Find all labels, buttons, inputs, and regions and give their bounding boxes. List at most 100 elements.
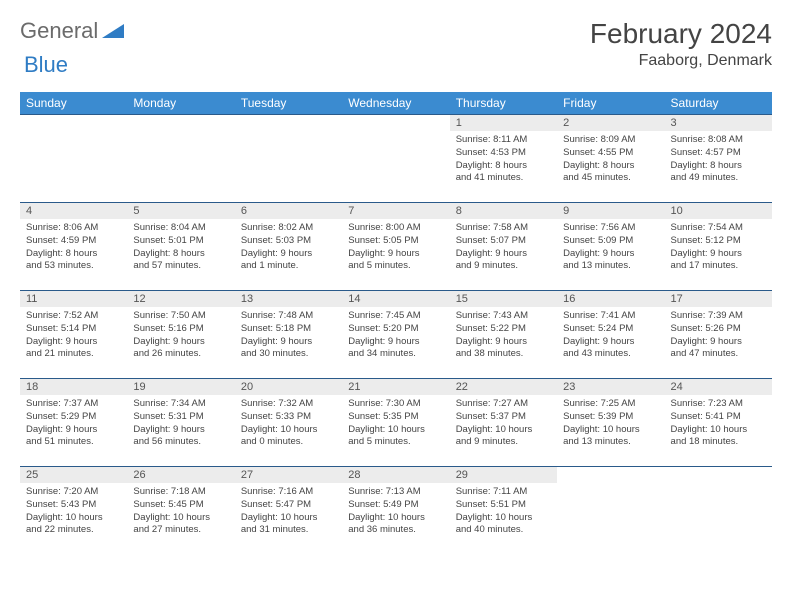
sunrise-text: Sunrise: 7:16 AM — [241, 486, 336, 499]
calendar-cell: 29Sunrise: 7:11 AMSunset: 5:51 PMDayligh… — [450, 467, 557, 555]
day-header: Friday — [557, 92, 664, 115]
calendar-cell: 21Sunrise: 7:30 AMSunset: 5:35 PMDayligh… — [342, 379, 449, 467]
daylight-text-1: Daylight: 8 hours — [133, 248, 228, 261]
daylight-text-1: Daylight: 10 hours — [348, 424, 443, 437]
daylight-text-1: Daylight: 10 hours — [563, 424, 658, 437]
calendar-cell: 13Sunrise: 7:48 AMSunset: 5:18 PMDayligh… — [235, 291, 342, 379]
calendar-cell: 11Sunrise: 7:52 AMSunset: 5:14 PMDayligh… — [20, 291, 127, 379]
day-number: 5 — [127, 203, 234, 219]
daylight-text-2: and 51 minutes. — [26, 436, 121, 449]
daylight-text-1: Daylight: 9 hours — [671, 336, 766, 349]
calendar-cell: 5Sunrise: 8:04 AMSunset: 5:01 PMDaylight… — [127, 203, 234, 291]
day-number: 9 — [557, 203, 664, 219]
daylight-text-2: and 9 minutes. — [456, 436, 551, 449]
calendar-cell — [235, 115, 342, 203]
sunrise-text: Sunrise: 7:30 AM — [348, 398, 443, 411]
day-details: Sunrise: 7:58 AMSunset: 5:07 PMDaylight:… — [450, 219, 557, 277]
calendar-cell — [127, 115, 234, 203]
day-number: 15 — [450, 291, 557, 307]
day-number: 28 — [342, 467, 449, 483]
day-details: Sunrise: 7:37 AMSunset: 5:29 PMDaylight:… — [20, 395, 127, 453]
day-details: Sunrise: 7:34 AMSunset: 5:31 PMDaylight:… — [127, 395, 234, 453]
daylight-text-2: and 26 minutes. — [133, 348, 228, 361]
sunset-text: Sunset: 5:49 PM — [348, 499, 443, 512]
sunset-text: Sunset: 5:37 PM — [456, 411, 551, 424]
day-number: 26 — [127, 467, 234, 483]
day-number: 22 — [450, 379, 557, 395]
calendar-cell: 18Sunrise: 7:37 AMSunset: 5:29 PMDayligh… — [20, 379, 127, 467]
daylight-text-1: Daylight: 9 hours — [241, 248, 336, 261]
daylight-text-1: Daylight: 10 hours — [241, 512, 336, 525]
daylight-text-1: Daylight: 9 hours — [563, 336, 658, 349]
sunset-text: Sunset: 5:01 PM — [133, 235, 228, 248]
sunrise-text: Sunrise: 7:43 AM — [456, 310, 551, 323]
daylight-text-1: Daylight: 8 hours — [563, 160, 658, 173]
day-details: Sunrise: 7:56 AMSunset: 5:09 PMDaylight:… — [557, 219, 664, 277]
sunrise-text: Sunrise: 7:25 AM — [563, 398, 658, 411]
daylight-text-2: and 21 minutes. — [26, 348, 121, 361]
sunrise-text: Sunrise: 8:02 AM — [241, 222, 336, 235]
daylight-text-1: Daylight: 9 hours — [456, 248, 551, 261]
daylight-text-1: Daylight: 9 hours — [563, 248, 658, 261]
calendar-cell: 15Sunrise: 7:43 AMSunset: 5:22 PMDayligh… — [450, 291, 557, 379]
daylight-text-2: and 22 minutes. — [26, 524, 121, 537]
brand-logo: General — [20, 18, 126, 44]
day-number: 23 — [557, 379, 664, 395]
sunset-text: Sunset: 5:14 PM — [26, 323, 121, 336]
calendar-week-row: 25Sunrise: 7:20 AMSunset: 5:43 PMDayligh… — [20, 467, 772, 555]
sunset-text: Sunset: 5:45 PM — [133, 499, 228, 512]
day-number: 3 — [665, 115, 772, 131]
calendar-cell: 26Sunrise: 7:18 AMSunset: 5:45 PMDayligh… — [127, 467, 234, 555]
sunset-text: Sunset: 4:57 PM — [671, 147, 766, 160]
daylight-text-1: Daylight: 9 hours — [26, 336, 121, 349]
sunrise-text: Sunrise: 7:41 AM — [563, 310, 658, 323]
day-number: 18 — [20, 379, 127, 395]
daylight-text-1: Daylight: 9 hours — [133, 336, 228, 349]
day-number: 6 — [235, 203, 342, 219]
day-details: Sunrise: 8:02 AMSunset: 5:03 PMDaylight:… — [235, 219, 342, 277]
calendar-week-row: 1Sunrise: 8:11 AMSunset: 4:53 PMDaylight… — [20, 115, 772, 203]
day-number: 25 — [20, 467, 127, 483]
sunset-text: Sunset: 5:43 PM — [26, 499, 121, 512]
day-details: Sunrise: 7:20 AMSunset: 5:43 PMDaylight:… — [20, 483, 127, 541]
day-details: Sunrise: 7:25 AMSunset: 5:39 PMDaylight:… — [557, 395, 664, 453]
day-details: Sunrise: 7:39 AMSunset: 5:26 PMDaylight:… — [665, 307, 772, 365]
day-details: Sunrise: 7:52 AMSunset: 5:14 PMDaylight:… — [20, 307, 127, 365]
day-details: Sunrise: 8:00 AMSunset: 5:05 PMDaylight:… — [342, 219, 449, 277]
day-details: Sunrise: 7:27 AMSunset: 5:37 PMDaylight:… — [450, 395, 557, 453]
daylight-text-1: Daylight: 9 hours — [241, 336, 336, 349]
daylight-text-1: Daylight: 9 hours — [348, 248, 443, 261]
calendar-week-row: 11Sunrise: 7:52 AMSunset: 5:14 PMDayligh… — [20, 291, 772, 379]
sunset-text: Sunset: 5:47 PM — [241, 499, 336, 512]
sunrise-text: Sunrise: 7:27 AM — [456, 398, 551, 411]
day-details: Sunrise: 7:23 AMSunset: 5:41 PMDaylight:… — [665, 395, 772, 453]
sunrise-text: Sunrise: 7:23 AM — [671, 398, 766, 411]
sunrise-text: Sunrise: 7:45 AM — [348, 310, 443, 323]
day-details: Sunrise: 7:11 AMSunset: 5:51 PMDaylight:… — [450, 483, 557, 541]
daylight-text-2: and 31 minutes. — [241, 524, 336, 537]
daylight-text-2: and 34 minutes. — [348, 348, 443, 361]
day-details: Sunrise: 7:18 AMSunset: 5:45 PMDaylight:… — [127, 483, 234, 541]
day-number: 24 — [665, 379, 772, 395]
sunrise-text: Sunrise: 8:08 AM — [671, 134, 766, 147]
calendar-cell: 23Sunrise: 7:25 AMSunset: 5:39 PMDayligh… — [557, 379, 664, 467]
daylight-text-1: Daylight: 9 hours — [456, 336, 551, 349]
day-header: Tuesday — [235, 92, 342, 115]
daylight-text-1: Daylight: 9 hours — [133, 424, 228, 437]
sunrise-text: Sunrise: 8:06 AM — [26, 222, 121, 235]
sunset-text: Sunset: 5:05 PM — [348, 235, 443, 248]
calendar-cell: 14Sunrise: 7:45 AMSunset: 5:20 PMDayligh… — [342, 291, 449, 379]
sunrise-text: Sunrise: 8:00 AM — [348, 222, 443, 235]
calendar-cell: 4Sunrise: 8:06 AMSunset: 4:59 PMDaylight… — [20, 203, 127, 291]
calendar-cell: 27Sunrise: 7:16 AMSunset: 5:47 PMDayligh… — [235, 467, 342, 555]
title-block: February 2024 Faaborg, Denmark — [590, 18, 772, 70]
daylight-text-2: and 17 minutes. — [671, 260, 766, 273]
sunset-text: Sunset: 5:41 PM — [671, 411, 766, 424]
day-header: Saturday — [665, 92, 772, 115]
sunrise-text: Sunrise: 8:09 AM — [563, 134, 658, 147]
sunset-text: Sunset: 5:26 PM — [671, 323, 766, 336]
brand-triangle-icon — [102, 20, 124, 43]
daylight-text-1: Daylight: 10 hours — [241, 424, 336, 437]
daylight-text-2: and 47 minutes. — [671, 348, 766, 361]
sunrise-text: Sunrise: 7:58 AM — [456, 222, 551, 235]
